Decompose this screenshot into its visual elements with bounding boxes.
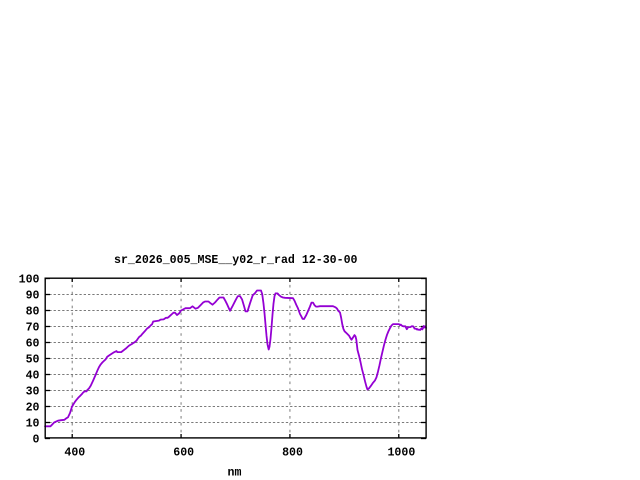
svg-text:20: 20 xyxy=(26,402,40,415)
svg-text:60: 60 xyxy=(26,338,40,351)
svg-text:80: 80 xyxy=(26,306,40,319)
svg-text:800: 800 xyxy=(282,447,303,460)
svg-text:400: 400 xyxy=(64,447,85,460)
svg-text:50: 50 xyxy=(26,354,40,367)
svg-text:0: 0 xyxy=(33,434,40,447)
svg-text:sr_2026_005_MSE__y02_r_rad 12-: sr_2026_005_MSE__y02_r_rad 12-30-00 xyxy=(114,254,358,267)
svg-text:30: 30 xyxy=(26,386,40,399)
svg-text:70: 70 xyxy=(26,322,40,335)
svg-text:1000: 1000 xyxy=(387,447,415,460)
svg-text:100: 100 xyxy=(19,274,40,287)
svg-text:40: 40 xyxy=(26,370,40,383)
svg-text:nm: nm xyxy=(228,467,242,480)
svg-text:600: 600 xyxy=(173,447,194,460)
svg-text:90: 90 xyxy=(26,290,40,303)
svg-text:10: 10 xyxy=(26,418,40,431)
